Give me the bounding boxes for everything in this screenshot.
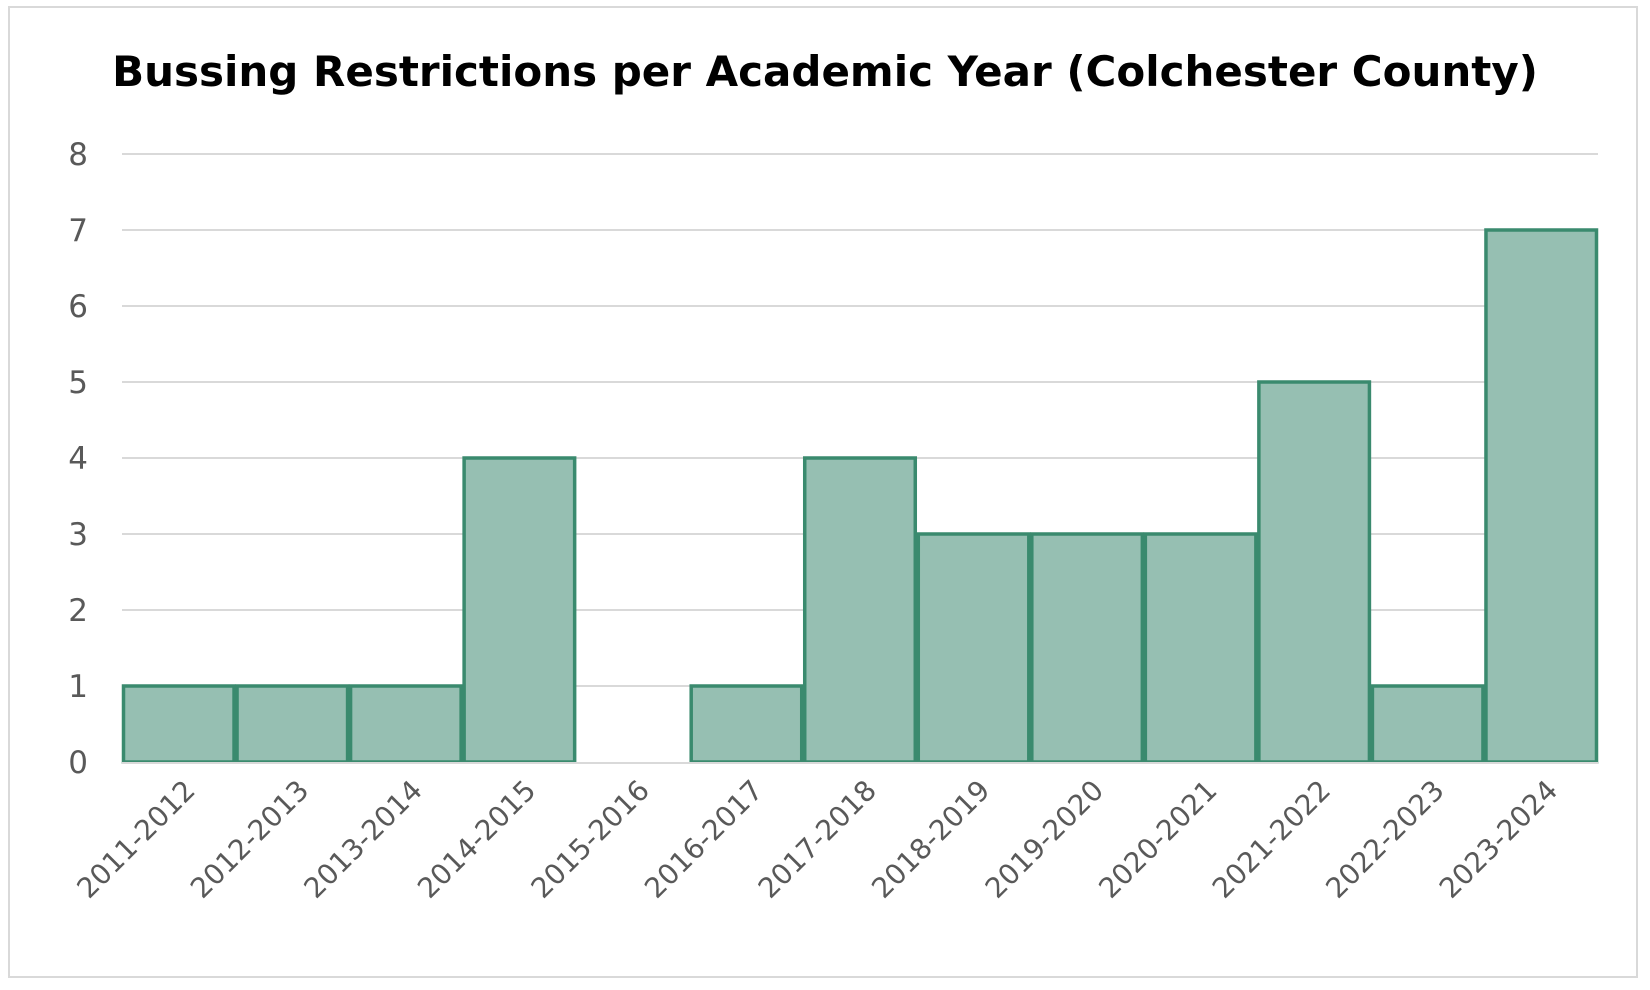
- bar-2019-2020: [1030, 532, 1145, 764]
- x-tick-label: 2018-2019: [865, 774, 996, 905]
- bar-2023-2024: [1484, 228, 1599, 764]
- y-tick-label: 2: [68, 593, 88, 629]
- bar-2011-2012: [121, 684, 236, 764]
- x-tick-label: 2022-2023: [1319, 774, 1450, 905]
- bar-2016-2017: [689, 684, 804, 764]
- x-tick-label: 2020-2021: [1092, 774, 1223, 905]
- y-tick-label: 3: [68, 517, 88, 553]
- bar-2020-2021: [1143, 532, 1258, 764]
- bar-2021-2022: [1257, 380, 1372, 764]
- bars: [121, 228, 1599, 764]
- bar-2014-2015: [462, 456, 577, 764]
- x-tick-label: 2021-2022: [1206, 774, 1337, 905]
- y-tick-label: 0: [68, 745, 88, 781]
- x-tick-label: 2016-2017: [638, 774, 769, 905]
- chart-title: Bussing Restrictions per Academic Year (…: [112, 47, 1538, 96]
- y-tick-label: 5: [68, 365, 88, 401]
- x-axis-ticks: 2011-20122012-20132013-20142014-20152015…: [70, 774, 1564, 905]
- y-tick-label: 7: [68, 213, 88, 249]
- x-tick-label: 2015-2016: [525, 774, 656, 905]
- bar-2022-2023: [1370, 684, 1485, 764]
- bar-2018-2019: [916, 532, 1031, 764]
- x-tick-label: 2017-2018: [752, 774, 883, 905]
- x-tick-label: 2019-2020: [979, 774, 1110, 905]
- y-tick-label: 1: [68, 669, 88, 705]
- x-tick-label: 2023-2024: [1433, 774, 1564, 905]
- bar-2017-2018: [802, 456, 918, 764]
- x-tick-label: 2012-2013: [184, 774, 315, 905]
- bar-2012-2013: [235, 684, 350, 764]
- y-tick-label: 4: [68, 441, 88, 477]
- y-tick-label: 6: [68, 289, 88, 325]
- x-tick-label: 2014-2015: [411, 774, 542, 905]
- x-tick-label: 2011-2012: [70, 774, 201, 905]
- y-axis-ticks: 0 1 2 3 4 5 6 7 8: [68, 137, 88, 781]
- bar-2013-2014: [348, 684, 463, 764]
- y-tick-label: 8: [68, 137, 88, 173]
- x-tick-label: 2013-2014: [298, 774, 429, 905]
